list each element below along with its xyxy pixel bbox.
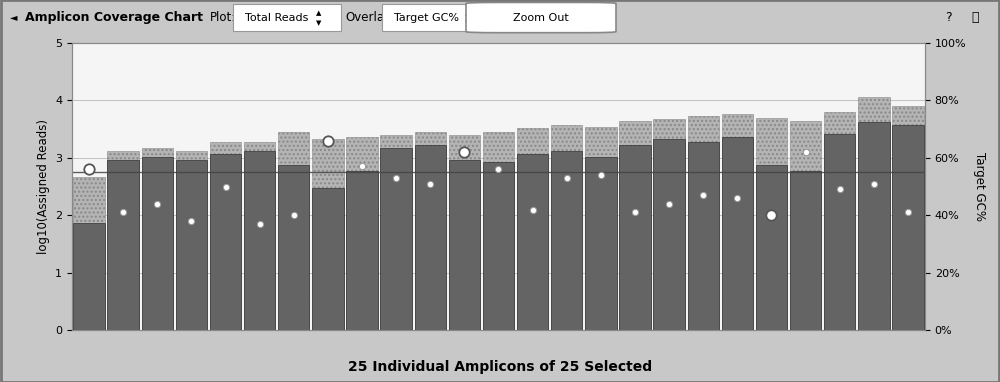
Bar xyxy=(551,151,582,330)
Text: ▲: ▲ xyxy=(465,10,471,16)
Text: ▲: ▲ xyxy=(316,10,322,16)
Text: 25 Individual Amplicons of 25 Selected: 25 Individual Amplicons of 25 Selected xyxy=(348,360,652,374)
Bar xyxy=(210,154,241,330)
Bar xyxy=(619,121,651,330)
Bar xyxy=(312,139,344,330)
Bar xyxy=(210,142,241,330)
Text: Amplicon Coverage Chart: Amplicon Coverage Chart xyxy=(25,11,203,24)
Bar xyxy=(244,151,275,330)
Bar xyxy=(449,160,480,330)
Bar xyxy=(107,151,139,330)
Bar xyxy=(892,106,924,330)
Bar xyxy=(585,157,617,330)
Bar xyxy=(73,223,105,330)
Bar xyxy=(688,142,719,330)
Bar xyxy=(790,121,821,330)
Text: Plot:: Plot: xyxy=(210,11,236,24)
Bar xyxy=(415,145,446,330)
Bar xyxy=(824,134,855,330)
Text: ⌕: ⌕ xyxy=(971,11,979,24)
Bar xyxy=(483,162,514,330)
Bar xyxy=(483,132,514,330)
Bar xyxy=(142,157,173,330)
Text: ▼: ▼ xyxy=(465,20,471,26)
Bar xyxy=(278,165,309,330)
Bar xyxy=(653,139,685,330)
Bar xyxy=(619,145,651,330)
Bar xyxy=(346,136,378,330)
Bar xyxy=(176,151,207,330)
Bar xyxy=(551,125,582,330)
Bar xyxy=(653,119,685,330)
Bar xyxy=(790,171,821,330)
Bar xyxy=(892,125,924,330)
Bar xyxy=(688,117,719,330)
Bar xyxy=(415,132,446,330)
FancyBboxPatch shape xyxy=(382,4,490,31)
Text: ◄: ◄ xyxy=(10,13,18,23)
Bar xyxy=(346,171,378,330)
FancyBboxPatch shape xyxy=(233,4,341,31)
Bar xyxy=(107,160,139,330)
Bar xyxy=(73,177,105,330)
Bar xyxy=(380,148,412,330)
Bar xyxy=(756,165,787,330)
Y-axis label: Target GC%: Target GC% xyxy=(973,152,986,221)
Bar xyxy=(756,118,787,330)
Bar xyxy=(824,112,855,330)
Bar xyxy=(722,136,753,330)
Bar xyxy=(449,135,480,330)
Bar xyxy=(278,132,309,330)
Bar xyxy=(517,154,548,330)
Text: Zoom Out: Zoom Out xyxy=(513,13,569,23)
Bar xyxy=(176,160,207,330)
Text: Target GC%: Target GC% xyxy=(394,13,459,23)
Text: Overlay:: Overlay: xyxy=(345,11,394,24)
Bar xyxy=(380,135,412,330)
Bar xyxy=(585,127,617,330)
FancyBboxPatch shape xyxy=(466,2,616,33)
Bar xyxy=(142,148,173,330)
Text: ▼: ▼ xyxy=(316,20,322,26)
Bar xyxy=(517,128,548,330)
Y-axis label: log10(Assigned Reads): log10(Assigned Reads) xyxy=(37,119,50,254)
Text: Total Reads: Total Reads xyxy=(245,13,308,23)
Bar xyxy=(244,142,275,330)
Bar xyxy=(722,113,753,330)
Text: ?: ? xyxy=(945,11,951,24)
Bar xyxy=(858,122,890,330)
Bar xyxy=(858,97,890,330)
Bar xyxy=(312,188,344,330)
